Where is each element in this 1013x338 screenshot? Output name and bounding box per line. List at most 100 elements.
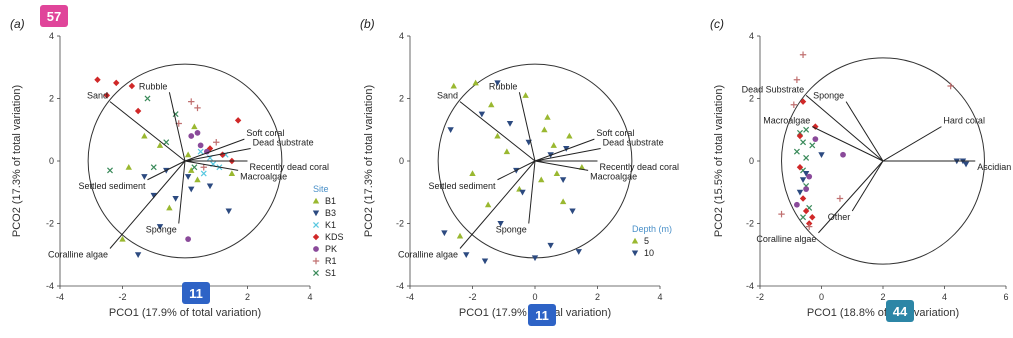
x-tick-label: 0 [532, 292, 537, 302]
vector-label: Dead substrate [253, 138, 314, 148]
data-point [793, 76, 801, 83]
data-point [522, 92, 529, 98]
legend-title: Site [313, 184, 329, 194]
legend-marker [631, 237, 639, 244]
data-point [503, 148, 511, 155]
data-point [538, 176, 545, 183]
data-point [219, 151, 226, 158]
vector-line [459, 101, 536, 162]
data-point [463, 252, 470, 258]
data-point [150, 192, 157, 199]
y-tick-label: 0 [399, 156, 404, 166]
data-point [519, 189, 526, 196]
data-point [185, 236, 192, 243]
legend-marker [313, 270, 319, 276]
data-point [447, 127, 454, 133]
badge-background [40, 5, 68, 27]
data-point [803, 126, 810, 133]
data-point [119, 235, 126, 242]
data-point [494, 132, 501, 139]
data-point [544, 114, 551, 120]
x-tick-label: 2 [595, 292, 600, 302]
data-point [450, 82, 457, 89]
vector-label: Sponge [813, 91, 844, 101]
legend-label: K1 [325, 220, 336, 230]
x-tick-label: -2 [756, 292, 764, 302]
data-point [566, 132, 573, 139]
vector-line [184, 138, 245, 162]
vector-line [528, 160, 536, 224]
data-point [799, 51, 807, 58]
x-axis-label: PCO1 (18.8% of total variation) [807, 307, 959, 319]
data-point [184, 151, 192, 158]
data-point [194, 176, 201, 183]
legend-label: B3 [325, 208, 336, 218]
panel-label: (c) [710, 17, 724, 31]
data-point [778, 210, 785, 218]
data-point [812, 123, 819, 130]
data-point [569, 208, 576, 215]
data-point [478, 111, 486, 118]
vector-label: Coralline algae [756, 234, 816, 244]
data-point [484, 201, 492, 208]
y-tick-label: -2 [746, 219, 754, 229]
vector-line [497, 160, 536, 181]
vector-label: Rubble [139, 81, 168, 91]
y-axis-label: PCO2 (17.3% of total variation) [363, 85, 375, 237]
data-point [113, 79, 120, 87]
data-point [188, 98, 195, 105]
data-point [799, 195, 807, 202]
vector-label: Other [828, 212, 851, 222]
vector-label: Dead Substrate [742, 84, 805, 94]
legend-marker [313, 222, 319, 228]
x-tick-label: 2 [245, 292, 250, 302]
data-point [799, 98, 807, 105]
correlation-circle [781, 57, 985, 265]
vector-label: Dead substrate [603, 138, 664, 148]
data-point [128, 82, 136, 90]
data-point [156, 224, 164, 230]
vector-label: Sponge [146, 225, 177, 235]
data-point [809, 214, 816, 221]
y-tick-label: 4 [749, 31, 754, 41]
data-point [200, 170, 207, 177]
vector-line [168, 92, 186, 162]
x-tick-label: 4 [657, 292, 662, 302]
badge-background [886, 300, 914, 322]
data-point [550, 142, 557, 148]
x-tick-label: 4 [307, 292, 312, 302]
data-point [103, 92, 111, 99]
data-point [547, 242, 554, 249]
data-point [796, 164, 804, 171]
data-point [125, 164, 132, 170]
vector-line [184, 148, 251, 162]
data-point [188, 133, 195, 139]
vector-label: Macroalgae [240, 171, 287, 181]
data-point [188, 186, 195, 193]
vector-label: Coralline algae [398, 250, 458, 260]
data-point [172, 195, 179, 202]
data-point [206, 145, 214, 152]
data-point [802, 170, 810, 177]
legend-marker [312, 233, 320, 241]
y-tick-label: 2 [749, 94, 754, 104]
vector-line [109, 101, 186, 162]
data-point [796, 132, 804, 140]
legend-label: 5 [644, 236, 649, 246]
x-tick-label: -4 [406, 292, 414, 302]
vector-label: Hard coral [943, 116, 985, 126]
legend-title: Depth (m) [632, 224, 672, 234]
data-point [144, 95, 151, 102]
data-point [156, 142, 164, 148]
data-point [134, 107, 142, 115]
x-tick-label: -2 [118, 292, 126, 302]
vector-label: Settled sediment [78, 181, 146, 191]
overlay-badge: 11 [528, 304, 556, 326]
data-point [225, 208, 232, 215]
data-point [806, 173, 813, 180]
data-point [141, 132, 148, 139]
vector-line [534, 148, 601, 162]
data-point [800, 139, 807, 146]
